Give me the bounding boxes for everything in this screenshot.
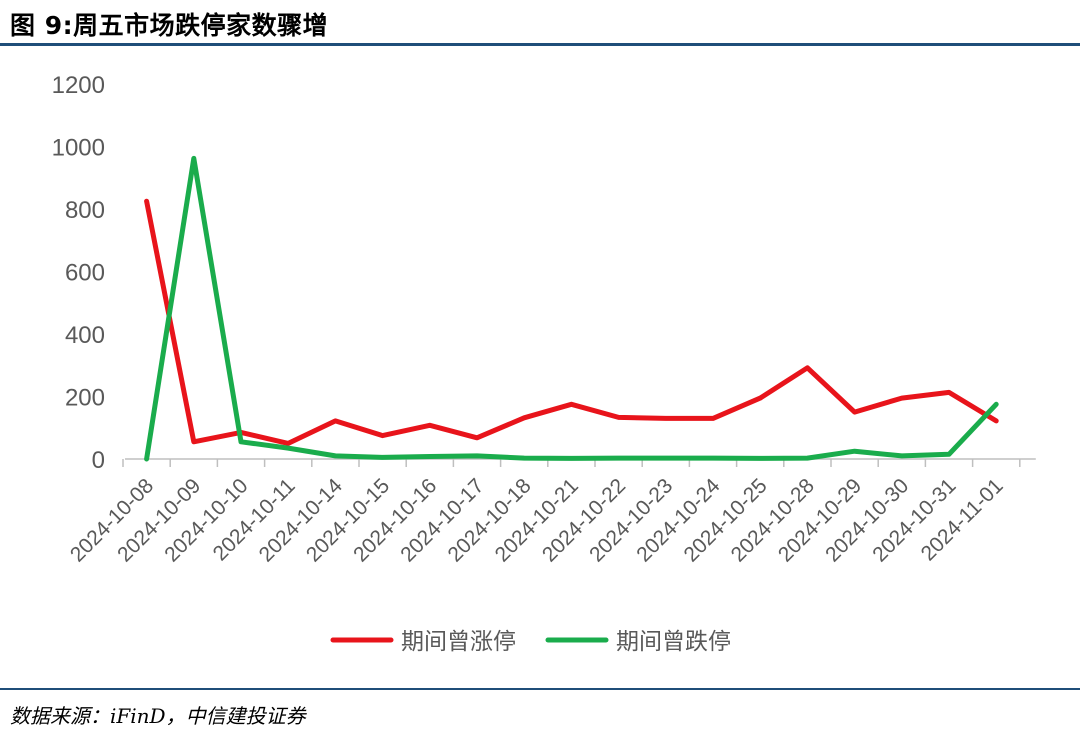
y-tick-label: 600 [65,260,105,287]
y-tick-label: 800 [65,197,105,224]
y-tick-label: 1000 [52,135,105,162]
legend-label: 期间曾跌停 [616,629,731,655]
y-tick-label: 0 [92,447,105,474]
x-axis: 2024-10-082024-10-092024-10-102024-10-11… [66,458,1036,566]
series-line-1 [144,198,999,446]
data-source-note: 数据来源：iFinD，中信建投证券 [10,704,306,728]
y-tick-label: 400 [65,322,105,349]
title-divider [0,43,1080,46]
y-tick-label: 200 [65,385,105,412]
y-axis: 0 200 400 600 800 1000 1200 [52,72,105,474]
series-layer [144,155,999,462]
footer-divider [0,688,1080,690]
series-line-2 [144,155,999,462]
y-tick-label: 1200 [52,72,105,99]
legend-label: 期间曾涨停 [401,629,516,655]
line-chart: 0 200 400 600 800 1000 1200 2024-10-082024-10-… [52,72,1036,655]
legend: 期间曾涨停 期间曾跌停 [330,629,731,655]
page-title: 图 9:周五市场跌停家数骤增 [10,11,329,40]
